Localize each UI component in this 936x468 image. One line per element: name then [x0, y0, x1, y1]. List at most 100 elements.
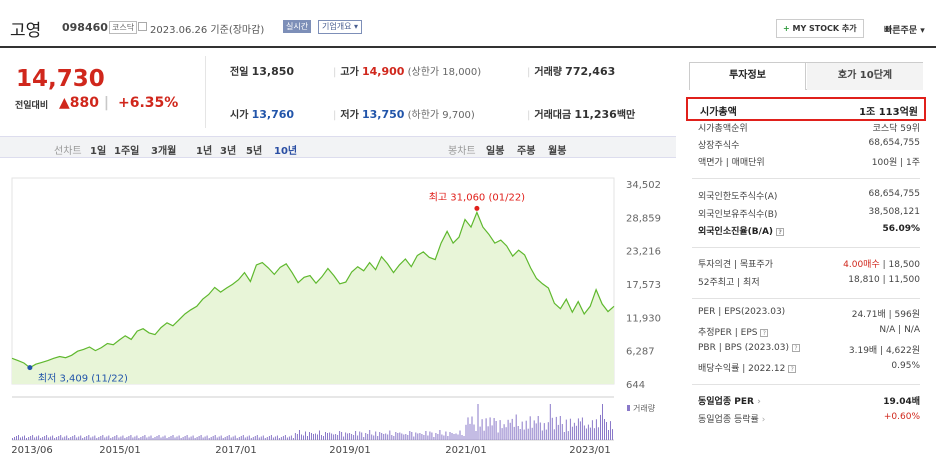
investment-info-panel: 투자정보 호가 10단계 시가총액 1조 113억원 시가총액순위 코스닥 59위… — [684, 48, 936, 468]
volume-bar — [254, 436, 256, 440]
period-1w[interactable]: 1주일 — [114, 146, 140, 157]
volume-bar — [459, 430, 461, 440]
price-chart[interactable]: 34,502 28,859 23,216 17,573 11,930 6,287 644 20… — [0, 160, 676, 468]
volume-bar — [232, 436, 234, 440]
y-tick-label: 28,859 — [626, 213, 661, 224]
info-key: 외국인소진율(B/A) ? — [698, 224, 785, 237]
chevron-right-icon[interactable]: › — [757, 397, 761, 407]
volume-bar — [146, 437, 148, 440]
volume-bar — [447, 436, 449, 440]
target-price: | 18,500 — [882, 260, 920, 270]
volume-bar — [122, 435, 124, 440]
volume-bar — [563, 432, 565, 440]
volume-bar — [150, 435, 152, 440]
help-icon[interactable]: ? — [791, 343, 800, 352]
period-1y[interactable]: 1년 — [196, 146, 213, 157]
volume-bar — [276, 435, 278, 440]
volume-bar — [421, 434, 423, 440]
volume-bar — [401, 433, 403, 440]
price-summary: 14,730 전일대비 ▲880 | +6.35% 전일 13,850 | 고가 … — [0, 48, 676, 134]
volume-bar — [214, 435, 216, 440]
volume-bar — [543, 423, 545, 440]
volume-bar — [262, 435, 264, 440]
volume-bar — [148, 436, 150, 440]
low-marker — [27, 365, 33, 371]
volume-bar — [405, 434, 407, 440]
opinion-value: 4.00매수 — [843, 260, 880, 270]
plus-icon: + — [783, 24, 790, 33]
volume-bar — [347, 433, 349, 440]
volume-bar — [467, 417, 469, 440]
quick-order-label: 빠른주문 — [884, 26, 918, 36]
volume-bar — [485, 418, 487, 440]
volume-bar — [445, 431, 447, 440]
volume-bar — [82, 438, 84, 440]
high-annotation: 최고 31,060 (01/22) — [429, 191, 525, 203]
y-tick-label: 11,930 — [626, 313, 661, 324]
mystock-add-button[interactable]: + MY STOCK 추가 — [776, 19, 864, 38]
volume-legend-swatch — [627, 405, 630, 411]
volume-bar — [417, 433, 419, 440]
market-cap-label: 시가총액 — [700, 107, 737, 118]
volume-bar — [587, 424, 589, 440]
company-info-dropdown[interactable]: 기업개요 ▾ — [318, 20, 363, 34]
volume-bar — [495, 421, 497, 440]
volume-bar — [134, 436, 136, 440]
volume-bar — [597, 427, 599, 440]
tab-invest-info[interactable]: 투자정보 — [690, 63, 806, 90]
volume-bar — [218, 436, 220, 440]
candle-daily[interactable]: 일봉 — [486, 146, 505, 157]
period-1d[interactable]: 1일 — [90, 146, 107, 157]
quick-order-button[interactable]: 빠른주문 ▾ — [884, 26, 925, 36]
change-amount: ▲880 — [59, 95, 99, 111]
help-icon[interactable]: ? — [776, 227, 785, 236]
volume-bar — [335, 434, 337, 440]
volume-bar — [64, 436, 66, 440]
volume-bar — [567, 431, 569, 440]
help-icon[interactable]: ? — [760, 328, 769, 337]
amount-value: 11,236 — [574, 108, 617, 121]
period-3m[interactable]: 3개월 — [151, 146, 177, 157]
realtime-button[interactable]: 실시간 — [283, 20, 312, 33]
info-value: 100원 | 1주 — [871, 158, 920, 168]
chevron-right-icon[interactable]: › — [761, 415, 766, 425]
volume-bar — [473, 424, 475, 440]
volume-bar — [465, 424, 467, 440]
volume-bar — [451, 433, 453, 440]
volume-bar — [50, 436, 52, 440]
period-10y[interactable]: 10년 — [274, 146, 298, 157]
volume-bar — [497, 432, 499, 440]
volume-bar — [513, 426, 515, 440]
period-3y[interactable]: 3년 — [220, 146, 237, 157]
help-icon[interactable]: ? — [788, 364, 797, 373]
volume-bar — [240, 436, 242, 440]
y-tick-label: 23,216 — [626, 247, 661, 258]
volume-bar — [48, 437, 50, 440]
volume-bar — [86, 436, 88, 440]
volume-bar — [196, 437, 198, 440]
candle-weekly[interactable]: 주봉 — [517, 146, 536, 157]
volume-bar — [80, 435, 82, 440]
prev-value: 13,850 — [251, 65, 295, 78]
tab-order-book[interactable]: 호가 10단계 — [807, 63, 923, 90]
volume-bar — [204, 436, 206, 440]
info-key: 동일업종 등락률 › — [698, 415, 766, 425]
volume-bar — [301, 434, 302, 440]
candle-monthly[interactable]: 월봉 — [548, 146, 567, 157]
info-key: PER | EPS(2023.03) — [698, 307, 786, 317]
info-value: 38,508,121 — [868, 207, 920, 217]
volume-value: 772,463 — [565, 65, 616, 78]
info-row: 시가총액순위 코스닥 59위 — [698, 121, 920, 135]
volume-bar — [164, 435, 166, 440]
volume-bar — [278, 438, 280, 440]
open-value: 13,760 — [251, 108, 295, 121]
volume-bar — [224, 437, 226, 440]
period-5y[interactable]: 5년 — [246, 146, 263, 157]
volume-bar — [174, 437, 176, 440]
info-key: 52주최고 | 최저 — [698, 278, 760, 288]
volume-bar — [311, 433, 312, 440]
volume-bar — [56, 437, 58, 440]
divider — [692, 247, 920, 248]
volume-bar — [535, 423, 537, 440]
volume-bar — [290, 435, 292, 440]
